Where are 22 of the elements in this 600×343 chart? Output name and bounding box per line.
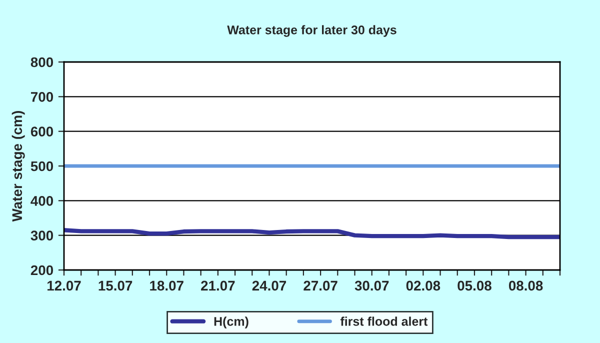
y-axis-title: Water stage (cm) <box>12 110 25 222</box>
x-tick-label: 27.07 <box>304 280 338 291</box>
y-tick-label: 200 <box>30 265 54 276</box>
y-tick-label: 400 <box>30 196 54 206</box>
legend-label: H(cm) <box>214 316 248 328</box>
y-tick-label: 300 <box>30 230 54 241</box>
y-tick-label: 800 <box>30 57 54 68</box>
legend-label: first flood alert <box>340 316 428 326</box>
y-tick-label: 500 <box>30 161 54 172</box>
x-tick-label: 30.07 <box>354 280 389 291</box>
x-tick-label: 05.08 <box>458 280 492 291</box>
y-tick-label: 600 <box>30 126 54 137</box>
x-tick-label: 12.07 <box>48 280 81 291</box>
x-tick-label: 08.08 <box>508 280 543 291</box>
x-tick-label: 24.07 <box>252 280 286 291</box>
x-tick-label: 18.07 <box>150 280 184 291</box>
x-tick-label: 21.07 <box>201 280 235 291</box>
x-tick-label: 02.08 <box>406 280 440 291</box>
y-tick-label: 700 <box>31 92 54 102</box>
chart-title: Water stage for later 30 days <box>227 25 396 37</box>
line-series <box>64 228 560 240</box>
x-tick-label: 15.07 <box>98 280 132 291</box>
